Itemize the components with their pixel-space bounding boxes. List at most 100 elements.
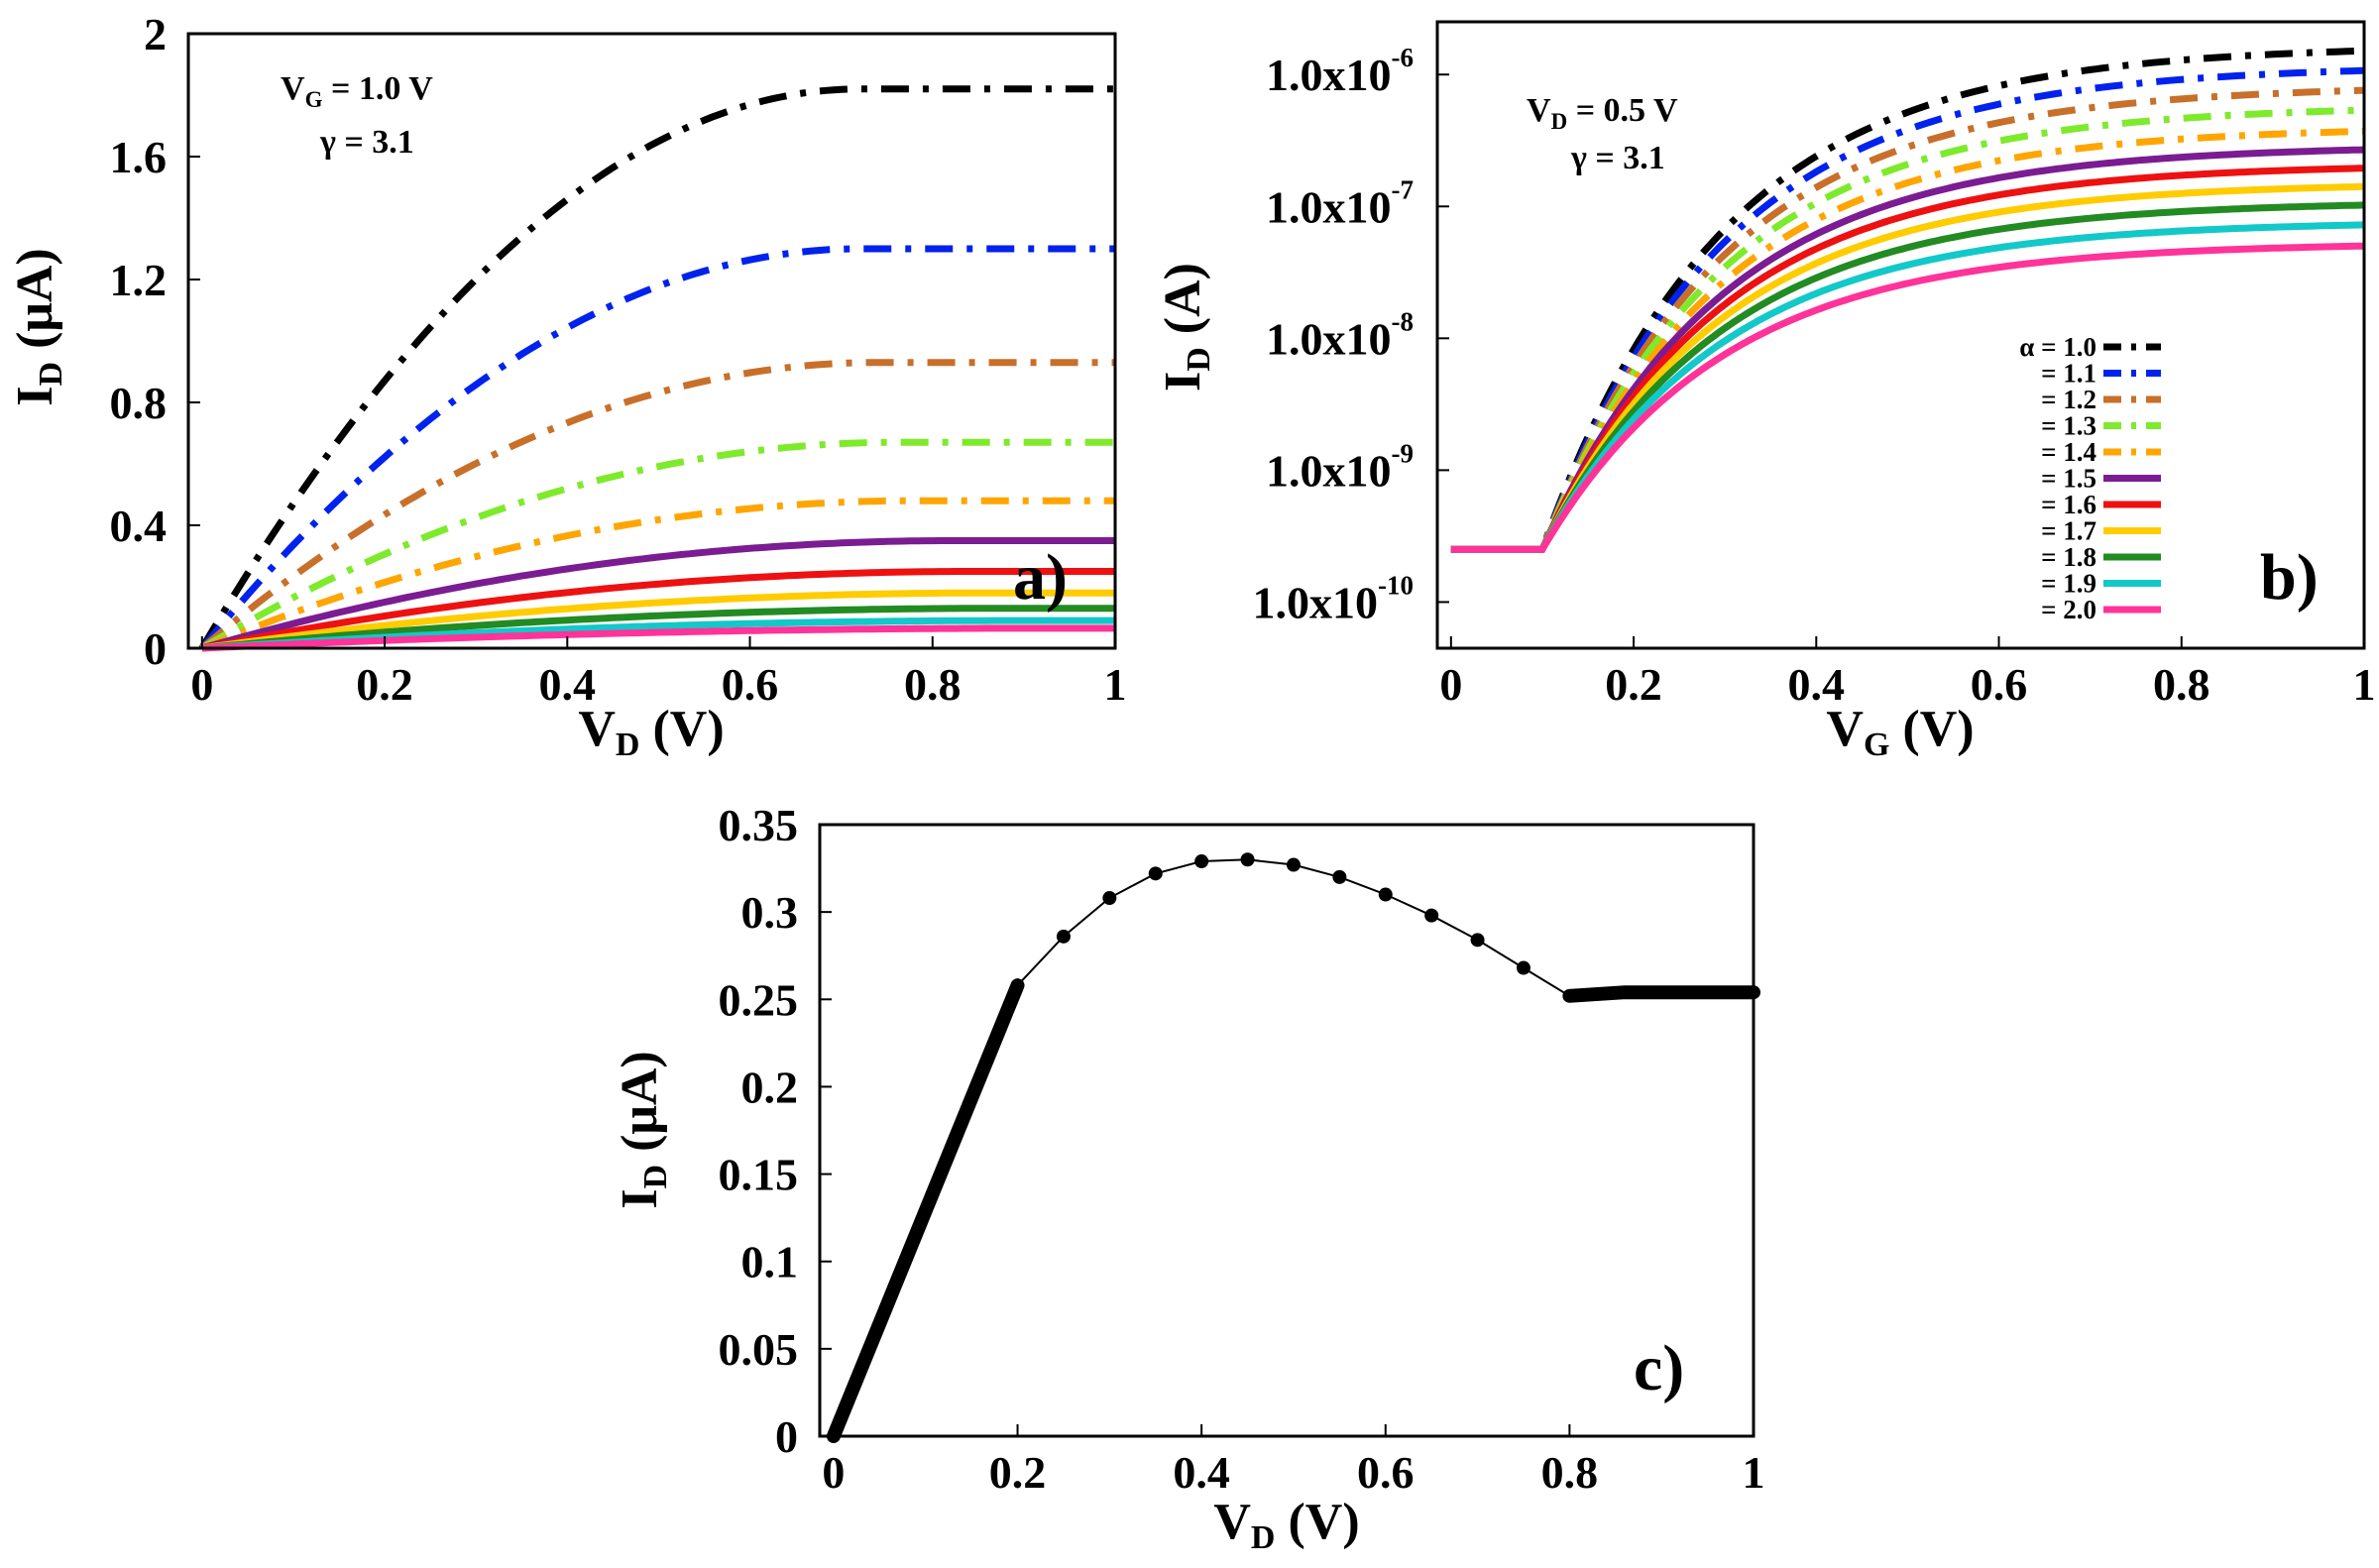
panel-b-ytick-label: 1.0x10-10	[1253, 570, 1415, 627]
panel-c-data-point	[1516, 960, 1530, 975]
panel-b-xtick-label: 0.8	[2153, 659, 2210, 710]
panel-a-series-line-7	[201, 589, 1115, 652]
panel-c-tag: c)	[1634, 1332, 1684, 1404]
panel-c-ylabel: ID (μA)	[612, 1051, 674, 1208]
panel-b-xlabel: VG (V)	[1826, 701, 1974, 763]
panel-c-ytick-label: 0.05	[719, 1324, 799, 1375]
panel-b-legend-label: α = 1.0	[2019, 332, 2096, 362]
panel-c-frame	[818, 823, 1756, 1438]
panel-b-ytick-label: 1.0x10-6	[1266, 43, 1414, 100]
panel-a-xtick-label: 0.2	[356, 659, 413, 710]
panel-c-data-point	[1424, 908, 1439, 923]
panel-c-ytick-label: 0.35	[719, 800, 799, 850]
panel-a-xtick-label: 0	[190, 659, 213, 710]
panel-c-data-point	[1378, 887, 1393, 902]
panel-a-series-line-3	[200, 438, 1115, 652]
panel-c-ytick-label: 0.1	[741, 1237, 799, 1288]
panel-b-xtick-label: 0.6	[1971, 659, 2028, 710]
panel-a-frame	[186, 32, 1117, 650]
panel-c-xtick-label: 0.2	[989, 1447, 1047, 1498]
panel-b-series	[1450, 47, 2365, 553]
panel-b-series-line-7	[1450, 182, 2365, 553]
panel-c-xlabel: VD (V)	[1213, 1494, 1359, 1556]
panel-b-legend-label: = 1.7	[2041, 516, 2096, 546]
panel-b-xtick-label: 0.4	[1788, 659, 1846, 710]
panel-c-data-point	[1470, 933, 1485, 948]
panel-a-annotation-line1: VG = 1.0 V	[281, 70, 433, 112]
panel-a-xtick-label: 0.4	[539, 659, 597, 710]
panel-b-legend-label: = 1.5	[2041, 464, 2096, 494]
panel-b-frame	[1435, 20, 2366, 650]
panel-a-tag: a)	[1013, 541, 1068, 614]
panel-c-saturation-region	[1562, 985, 1760, 1003]
panel-c-data-point	[1286, 857, 1301, 872]
panel-c-linear-region	[826, 978, 1025, 1443]
panel-a-xtick-label: 0.6	[722, 659, 779, 710]
panel-c-data-point	[1056, 929, 1071, 944]
panel-a-xtick-label: 1	[1104, 659, 1127, 710]
panel-a-series-line-0	[198, 85, 1115, 650]
panel-c-data-point	[1194, 854, 1209, 869]
panel-c-data-point	[1102, 891, 1117, 906]
panel-b-legend-label: = 1.1	[2041, 359, 2096, 389]
panel-a-annotation-line2: γ = 3.1	[319, 124, 414, 161]
panel-b-ytick-label: 1.0x10-7	[1266, 174, 1414, 232]
panel-c-ytick-label: 0.3	[741, 887, 799, 938]
panel-c-xtick-label: 0	[822, 1447, 845, 1498]
panel-c-data-point	[1332, 869, 1347, 884]
panel-b-legend-label: = 1.8	[2041, 542, 2096, 572]
panel-a-series-line-10	[201, 624, 1115, 652]
panel-b-legend-label: = 1.6	[2041, 490, 2096, 519]
panel-c-ytick-label: 0.15	[719, 1150, 799, 1200]
panel-b-legend: α = 1.0= 1.1= 1.2= 1.3= 1.4= 1.5= 1.6= 1…	[2019, 332, 2161, 624]
panel-a-ytick-label: 1.6	[110, 132, 168, 182]
panel-b-ylabel: ID (A)	[1155, 263, 1217, 392]
panel-a-ytick-label: 0.4	[110, 501, 168, 551]
panel-c-connector-line	[832, 858, 1754, 1437]
panel-b-series-line-8	[1450, 201, 2365, 553]
panel-b-legend-label: = 2.0	[2041, 595, 2096, 624]
panel-c-xtick-label: 0.6	[1357, 1447, 1415, 1498]
panel-a-series-line-2	[199, 359, 1115, 651]
panel-c-series	[826, 852, 1760, 1443]
panel-b-legend-label: = 1.4	[2041, 437, 2096, 467]
panel-a-ytick-label: 0.8	[110, 378, 168, 428]
panel-a-ytick-label: 1.2	[110, 255, 168, 305]
panel-a-series-line-5	[200, 537, 1115, 652]
panel-a-series-line-6	[201, 568, 1115, 652]
panel-a-ytick-label: 0	[144, 623, 167, 674]
panel-b-ticks: 0 0.2 0.4 0.6 0.8 1 1.0x10-10 1.0x10-9 1.0x10-8 1…	[1253, 43, 2376, 710]
panel-b-ytick-label: 1.0x10-9	[1266, 438, 1414, 496]
panel-a-series-line-8	[201, 605, 1115, 652]
panel-b-series-line-2	[1450, 86, 2365, 553]
panel-c-ytick-label: 0	[775, 1411, 798, 1462]
panel-a-series-line-4	[200, 497, 1115, 652]
panel-c: 0 0.2 0.4 0.6 0.8 1 0 0.05 0.1 0.15 0.2 0.25 0.3 0.35…	[612, 800, 1765, 1556]
panel-a-xlabel: VD (V)	[578, 701, 724, 763]
panel-c-ytick-label: 0.25	[719, 974, 799, 1025]
panel-b-xtick-label: 0.2	[1605, 659, 1662, 710]
panel-c-data-point	[1240, 852, 1255, 867]
panel-c-data-point	[1148, 866, 1163, 881]
panel-c-ytick-label: 0.2	[741, 1062, 799, 1112]
panel-b-annotation-line2: γ = 3.1	[1570, 140, 1665, 176]
panel-b-xtick-label: 1	[2353, 659, 2376, 710]
panel-b-series-line-3	[1450, 106, 2365, 553]
panel-b-tag: b)	[2260, 541, 2319, 614]
panel-c-ticks: 0 0.2 0.4 0.6 0.8 1 0 0.05 0.1 0.15 0.2 0.25 0.3 0.35	[719, 800, 1765, 1498]
panel-a-ylabel: ID (μA)	[7, 248, 69, 405]
panel-a-series	[198, 85, 1115, 652]
panel-b-ytick-label: 1.0x10-8	[1266, 306, 1414, 364]
panel-b-legend-label: = 1.9	[2041, 569, 2096, 599]
panel-b-annotation-line1: VD = 0.5 V	[1527, 92, 1678, 134]
panel-b-series-line-9	[1450, 221, 2365, 553]
panel-b-legend-label: = 1.2	[2041, 385, 2096, 414]
panel-b-series-line-6	[1450, 165, 2365, 553]
panel-c-xtick-label: 0.4	[1173, 1447, 1230, 1498]
panel-b: 0 0.2 0.4 0.6 0.8 1 1.0x10-10 1.0x10-9 1.0x10-8 1…	[1155, 20, 2376, 763]
panel-a-xtick-label: 0.8	[904, 659, 962, 710]
panel-a-series-line-1	[199, 245, 1115, 651]
panel-b-legend-label: = 1.3	[2041, 411, 2096, 441]
panel-b-series-line-10	[1450, 242, 2365, 553]
